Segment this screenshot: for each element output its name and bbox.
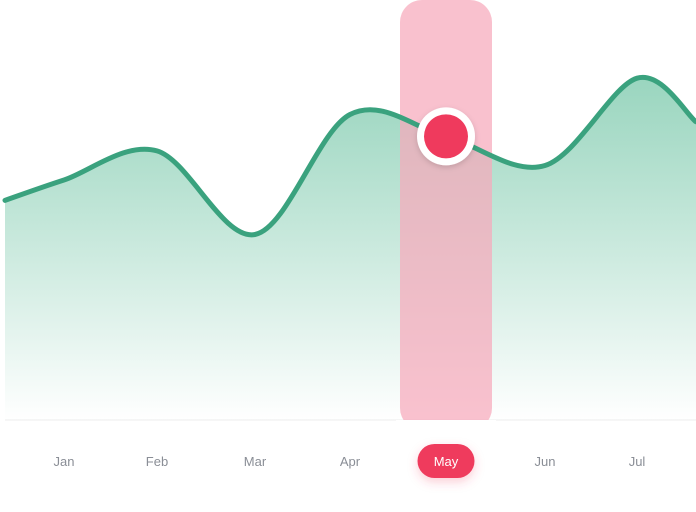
area-fill bbox=[5, 77, 696, 420]
series-line bbox=[2, 74, 696, 238]
data-point-mar[interactable] bbox=[247, 227, 263, 243]
data-point-jun[interactable] bbox=[537, 157, 553, 173]
month-label-mar[interactable]: Mar bbox=[244, 454, 267, 469]
selected-point-marker[interactable] bbox=[424, 114, 468, 159]
month-label-jan[interactable]: Jan bbox=[54, 454, 75, 469]
month-label-feb[interactable]: Feb bbox=[146, 454, 168, 469]
data-point-apr[interactable] bbox=[342, 107, 358, 123]
data-point-feb[interactable] bbox=[149, 143, 165, 159]
month-label-jul[interactable]: Jul bbox=[629, 454, 646, 469]
selected-month-pill[interactable] bbox=[417, 444, 475, 478]
month-label-jun[interactable]: Jun bbox=[535, 454, 556, 469]
band-base-cover bbox=[396, 420, 496, 440]
month-label-may[interactable]: May bbox=[434, 454, 459, 469]
data-point-jan[interactable] bbox=[56, 172, 72, 188]
highlight-band bbox=[400, 0, 492, 430]
month-label-apr[interactable]: Apr bbox=[340, 454, 361, 469]
highlight-band-base bbox=[400, 400, 492, 420]
data-point-jul[interactable] bbox=[629, 70, 645, 86]
